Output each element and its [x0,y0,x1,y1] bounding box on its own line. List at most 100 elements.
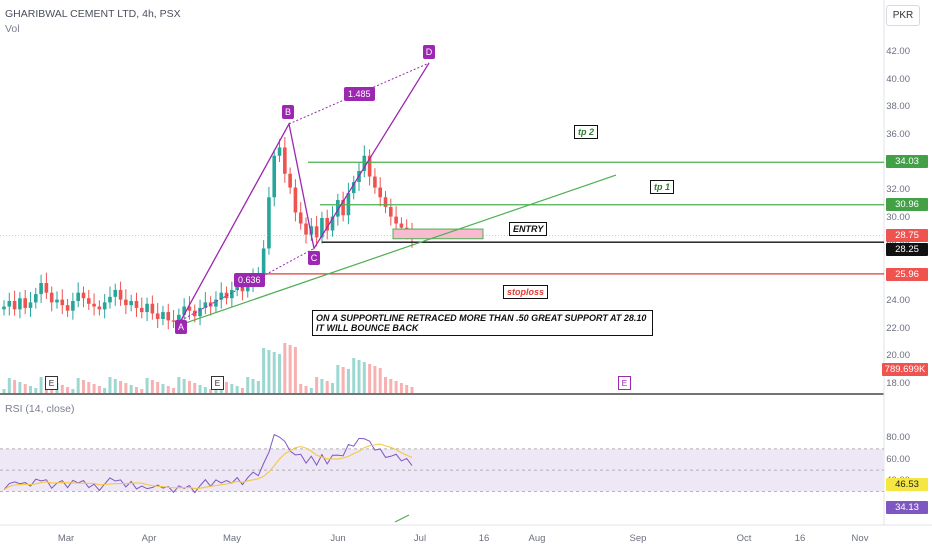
stoploss-note: stoploss [503,285,549,299]
candle-body [134,301,139,308]
price-label-volume: 789.699K [882,363,928,376]
volume-bar [288,345,292,393]
candle-body [161,312,165,319]
volume-bar [251,379,255,393]
volume-bar [267,350,271,393]
candle-body [378,187,383,198]
candle-body [60,299,65,306]
support-trendline [184,174,617,324]
volume-bar [410,387,414,393]
time-tick: Jun [330,533,346,544]
volume-bar [325,381,329,393]
time-tick: 16 [478,533,490,544]
volume-bar [193,383,197,393]
entry-note: ENTRY [509,222,548,236]
candle-body [182,306,186,315]
candle-body [145,303,149,313]
volume-bar [81,380,85,393]
harmonic-pattern-line [180,62,430,321]
volume-bar [134,387,138,393]
candle-body [325,218,330,231]
volume-bar [97,386,101,393]
point-d: D [423,45,435,59]
candle-body [309,226,314,235]
event-marker[interactable]: E [618,376,631,390]
candle-body [219,292,224,300]
symbol-title[interactable]: GHARIBWAL CEMENT LTD, 4h, PSX [5,8,181,20]
candle-body [55,299,59,303]
volume-bar [13,380,17,393]
candle-body [97,306,102,310]
rsi-tick: 80.00 [886,432,910,444]
volume-label: Vol [5,23,20,35]
volume-bar [262,348,266,393]
event-marker[interactable]: E [211,376,224,390]
volume-bar [256,381,260,393]
price-label-stoploss: 25.96 [886,268,928,281]
time-tick: May [223,533,241,544]
candle-body [203,302,208,308]
candle-body [12,301,17,310]
candle-body [336,200,340,217]
volume-bar [293,347,297,393]
candle-body [399,223,404,228]
event-marker[interactable]: E [45,376,58,390]
candle-body [314,226,319,238]
volume-bar [108,377,112,393]
candle-body [288,173,292,188]
candle-body [124,299,128,306]
volume-bar [198,385,202,393]
tp1-note: tp 1 [650,180,675,194]
candle-body [267,197,271,249]
candle-body [283,147,287,174]
volume-bar [182,379,186,393]
volume-bar [299,384,303,393]
volume-bar [378,368,382,393]
volume-bar [331,383,335,393]
volume-bar [145,378,149,393]
time-tick: Mar [57,533,75,544]
rsi-ma-label: 46.53 [886,478,928,491]
volume-bar [230,384,234,393]
candle-body [49,292,54,303]
analysis-note-line2: IT WILL BOUNCE BACK [316,323,419,333]
volume-bar [225,382,229,393]
volume-bar [23,384,27,393]
candle-body [214,299,218,307]
candle-body [166,312,171,321]
price-tick: 24.00 [886,295,910,306]
volume-bar [341,367,345,393]
currency-button[interactable]: PKR [886,5,920,26]
candle-body [235,285,239,290]
analysis-note: ON A SUPPORTLINE RETRACED MORE THAN .50 … [312,310,653,336]
candle-body [118,289,123,300]
volume-bar [315,377,319,393]
candle-body [86,298,91,304]
harmonic-ac-dotted [180,247,315,321]
volume-bar [166,386,170,393]
candle-body [224,292,229,299]
candle-body [298,212,303,224]
volume-bar [113,379,117,393]
volume-bar [368,364,372,393]
volume-bar [140,389,144,393]
candle-body [65,305,70,311]
candle-body [39,283,43,295]
time-tick: Nov [851,533,869,544]
candle-body [367,155,372,177]
volume-bar [129,385,133,393]
price-tick: 32.00 [886,184,910,196]
volume-bar [405,385,409,393]
price-tick: 30.00 [886,212,910,223]
volume-bar [87,382,91,393]
volume-bar [39,377,43,393]
candle-body [389,206,393,217]
candle-body [155,313,160,319]
volume-bar [389,379,393,393]
candle-body [362,155,367,171]
point-b: B [282,105,294,119]
candle-body [2,306,6,310]
ratio-ad: 1.485 [344,87,375,101]
volume-bar [71,389,75,393]
